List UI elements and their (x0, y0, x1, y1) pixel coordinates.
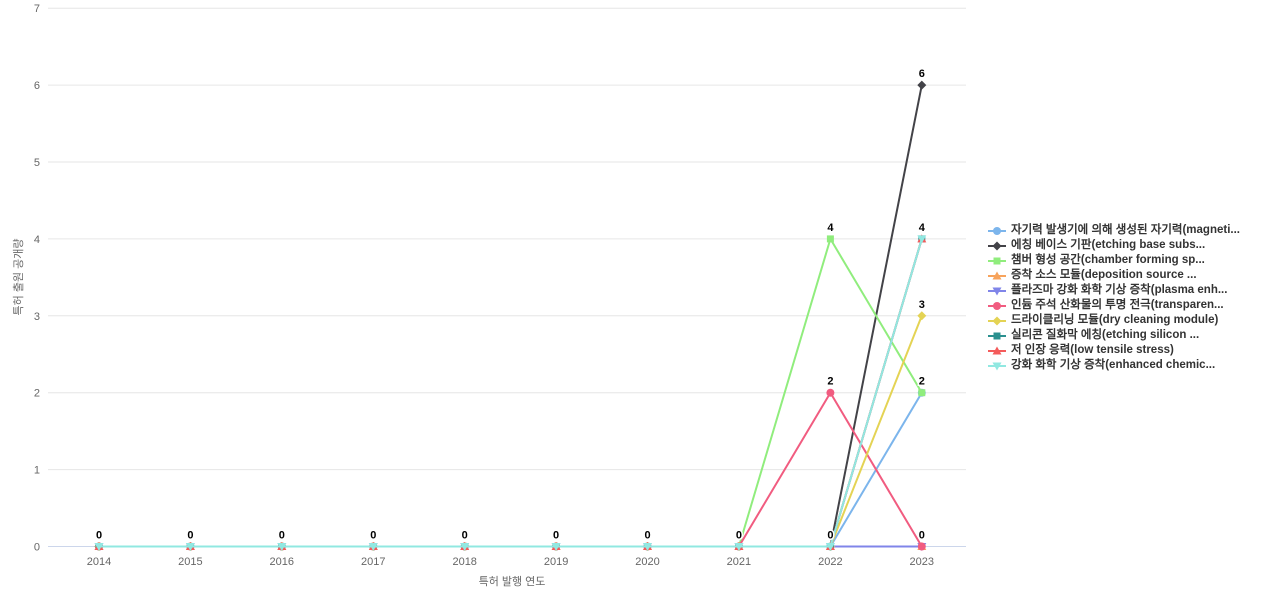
series-marker-icon (988, 346, 1006, 354)
legend-label: 에칭 베이스 기판(etching base subs... (1011, 239, 1206, 251)
legend-item[interactable]: 증착 소스 모듈(deposition source ... (988, 268, 1240, 283)
svg-text:2020: 2020 (635, 556, 659, 568)
series-marker-icon (988, 271, 1006, 279)
svg-text:0: 0 (736, 530, 742, 542)
svg-text:3: 3 (34, 311, 40, 323)
series-marker-icon (988, 226, 1006, 235)
svg-text:4: 4 (827, 222, 834, 234)
series-marker-icon (988, 257, 1006, 264)
legend-label: 드라이클리닝 모듈(dry cleaning module) (1011, 314, 1219, 326)
svg-text:2018: 2018 (452, 556, 476, 568)
svg-text:7: 7 (34, 3, 40, 15)
svg-text:0: 0 (919, 530, 925, 542)
legend-item[interactable]: 플라즈마 강화 화학 기상 증착(plasma enh... (988, 283, 1240, 298)
svg-text:0: 0 (553, 530, 559, 542)
svg-text:0: 0 (96, 530, 102, 542)
svg-text:0: 0 (370, 530, 376, 542)
y-axis-title: 특허 출원 공개량 (13, 238, 25, 316)
svg-text:2022: 2022 (818, 556, 842, 568)
svg-text:0: 0 (462, 530, 468, 542)
svg-text:2017: 2017 (361, 556, 385, 568)
svg-text:0: 0 (34, 542, 40, 554)
svg-text:2015: 2015 (178, 556, 202, 568)
legend-item[interactable]: 드라이클리닝 모듈(dry cleaning module) (988, 313, 1240, 328)
svg-text:5: 5 (34, 157, 40, 169)
legend-item[interactable]: 실리콘 질화막 에칭(etching silicon ... (988, 328, 1240, 343)
svg-text:2: 2 (827, 376, 833, 388)
legend-item[interactable]: 챔버 형성 공간(chamber forming sp... (988, 253, 1240, 268)
legend-label: 강화 화학 기상 증착(enhanced chemic... (1011, 359, 1216, 371)
legend-item[interactable]: 에칭 베이스 기판(etching base subs... (988, 238, 1240, 253)
legend-label: 인듐 주석 산화물의 투명 전극(transparen... (1011, 299, 1224, 311)
series-marker-icon (988, 241, 1006, 250)
series-marker-icon (988, 362, 1006, 370)
legend-item[interactable]: 인듐 주석 산화물의 투명 전극(transparen... (988, 298, 1240, 313)
svg-text:1: 1 (34, 465, 40, 477)
svg-text:6: 6 (919, 68, 925, 80)
svg-text:0: 0 (187, 530, 193, 542)
legend-label: 플라즈마 강화 화학 기상 증착(plasma enh... (1011, 284, 1228, 296)
svg-text:2: 2 (34, 388, 40, 400)
svg-text:2014: 2014 (87, 556, 111, 568)
series-marker-icon (988, 301, 1006, 310)
svg-text:3: 3 (919, 299, 925, 311)
svg-text:4: 4 (919, 222, 926, 234)
legend-label: 챔버 형성 공간(chamber forming sp... (1011, 254, 1205, 266)
svg-text:0: 0 (279, 530, 285, 542)
legend-item[interactable]: 저 인장 응력(low tensile stress) (988, 343, 1240, 358)
svg-text:4: 4 (34, 234, 40, 246)
svg-text:6: 6 (34, 80, 40, 92)
series-marker-icon (988, 287, 1006, 295)
legend-label: 실리콘 질화막 에칭(etching silicon ... (1011, 329, 1200, 341)
legend-item[interactable]: 강화 화학 기상 증착(enhanced chemic... (988, 358, 1240, 373)
series-marker-icon (988, 316, 1006, 325)
svg-text:0: 0 (827, 530, 833, 542)
svg-text:0: 0 (644, 530, 650, 542)
legend-label: 저 인장 응력(low tensile stress) (1011, 344, 1174, 356)
legend-label: 증착 소스 모듈(deposition source ... (1011, 269, 1197, 281)
x-axis-title: 특허 발행 연도 (478, 576, 546, 588)
svg-text:2: 2 (919, 376, 925, 388)
legend-item[interactable]: 자기력 발생기에 의해 생성된 자기력(magneti... (988, 223, 1240, 238)
svg-text:2021: 2021 (727, 556, 751, 568)
series-marker-icon (988, 332, 1006, 339)
legend: 자기력 발생기에 의해 생성된 자기력(magneti... 에칭 베이스 기판(… (988, 223, 1240, 373)
svg-text:2023: 2023 (910, 556, 934, 568)
legend-label: 자기력 발생기에 의해 생성된 자기력(magneti... (1011, 224, 1240, 236)
svg-text:2019: 2019 (544, 556, 568, 568)
svg-text:2016: 2016 (270, 556, 294, 568)
